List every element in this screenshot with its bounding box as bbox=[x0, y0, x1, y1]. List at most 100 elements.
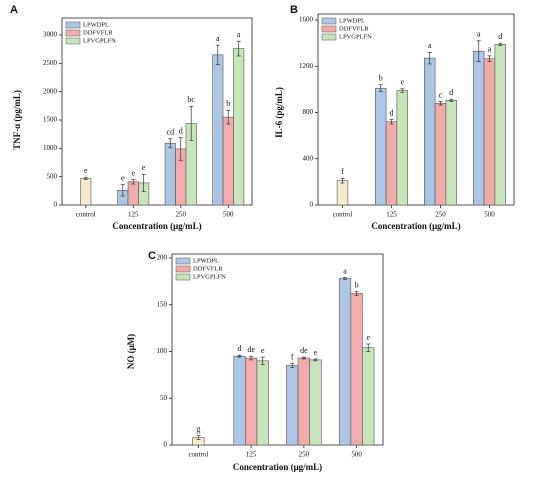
error-bar bbox=[427, 52, 432, 65]
error-bar bbox=[476, 40, 481, 62]
error-bar bbox=[83, 176, 88, 180]
plot-frame bbox=[61, 17, 253, 206]
legend-swatch bbox=[65, 37, 81, 45]
error-bar bbox=[189, 106, 194, 141]
significance-letter: f bbox=[341, 167, 344, 176]
error-bar bbox=[290, 363, 295, 368]
y-axis-label: TNF-α (pg/mL) bbox=[12, 90, 22, 150]
bar bbox=[336, 180, 349, 206]
significance-letter: c bbox=[439, 90, 443, 99]
x-tick-label: 500 bbox=[351, 451, 362, 459]
significance-letter: e bbox=[314, 348, 318, 357]
panel-label: A bbox=[10, 4, 18, 16]
legend-swatch bbox=[65, 21, 81, 29]
x-axis-label: Concentration (μg/mL) bbox=[233, 462, 322, 472]
significance-letter: e bbox=[400, 78, 404, 87]
error-bar bbox=[249, 355, 254, 361]
x-tick-label: control bbox=[188, 451, 208, 459]
bar bbox=[362, 347, 375, 446]
error-bar bbox=[400, 88, 405, 93]
error-bar bbox=[487, 55, 492, 62]
significance-letter: e bbox=[366, 333, 370, 342]
x-tick-label: 250 bbox=[299, 451, 310, 459]
significance-letter: b bbox=[226, 99, 230, 108]
y-tick-label: 0 bbox=[164, 441, 168, 449]
y-tick-label: 800 bbox=[303, 108, 314, 116]
bar bbox=[127, 181, 139, 206]
bar bbox=[164, 142, 176, 206]
bar bbox=[494, 43, 506, 206]
significance-letter: b bbox=[379, 74, 383, 83]
bar bbox=[434, 102, 447, 206]
bar bbox=[338, 278, 352, 446]
bar bbox=[424, 57, 436, 206]
legend-label: DDFVFLR bbox=[193, 265, 223, 272]
bar bbox=[385, 121, 398, 206]
error-bar bbox=[226, 110, 231, 125]
error-bar bbox=[260, 356, 265, 365]
legend-label: LPVGPLFN bbox=[339, 33, 372, 40]
x-axis-label: Concentration (μg/mL) bbox=[112, 221, 201, 231]
legend-swatch bbox=[321, 17, 337, 25]
error-bar bbox=[168, 138, 173, 149]
error-bar bbox=[340, 178, 345, 184]
bar bbox=[222, 116, 234, 206]
significance-letter: a bbox=[488, 45, 492, 54]
bar bbox=[350, 293, 363, 446]
bar bbox=[396, 90, 408, 206]
legend-swatch bbox=[65, 29, 81, 37]
x-tick-label: 125 bbox=[128, 211, 139, 219]
y-tick-label: 2000 bbox=[43, 87, 58, 95]
legend-label: DDFVFLR bbox=[339, 25, 369, 32]
y-tick-label: 3000 bbox=[43, 31, 58, 39]
error-bar bbox=[438, 101, 443, 106]
legend-swatch bbox=[321, 25, 337, 33]
x-tick-label: 125 bbox=[246, 451, 257, 459]
significance-letter: a bbox=[477, 30, 481, 39]
error-bar bbox=[236, 40, 241, 57]
y-tick-label: 1500 bbox=[43, 116, 58, 124]
legend-label: LPWDPL bbox=[193, 257, 219, 264]
x-tick-label: 250 bbox=[435, 211, 446, 219]
legend-swatch bbox=[175, 257, 191, 265]
error-bar bbox=[378, 84, 383, 93]
bar bbox=[297, 357, 310, 446]
bar bbox=[212, 54, 224, 206]
error-bar bbox=[301, 356, 306, 360]
significance-letter: a bbox=[237, 30, 241, 39]
y-tick-label: 150 bbox=[157, 300, 168, 308]
significance-letter: d bbox=[179, 126, 183, 135]
legend-label: LPVGPLFN bbox=[193, 273, 226, 280]
error-bar bbox=[354, 291, 359, 296]
legend-label: LPWDPL bbox=[83, 21, 109, 28]
error-bar bbox=[498, 42, 503, 46]
y-tick-label: 200 bbox=[157, 254, 168, 262]
error-bar bbox=[237, 354, 242, 358]
error-bar bbox=[178, 137, 183, 161]
legend-label: LPVGPLFN bbox=[83, 37, 116, 44]
x-tick-label: control bbox=[76, 211, 96, 219]
y-tick-label: 0 bbox=[54, 201, 58, 209]
significance-letter: de bbox=[300, 346, 308, 355]
error-bar bbox=[120, 184, 125, 197]
significance-letter: b bbox=[355, 280, 359, 289]
significance-letter: a bbox=[216, 34, 220, 43]
y-tick-label: 2500 bbox=[43, 59, 58, 67]
significance-letter: a bbox=[428, 41, 432, 50]
x-tick-label: control bbox=[333, 211, 353, 219]
significance-letter: e bbox=[142, 163, 146, 172]
error-bar bbox=[366, 343, 371, 352]
significance-letter: d bbox=[238, 344, 242, 353]
y-tick-label: 50 bbox=[160, 394, 168, 402]
y-tick-label: 1200 bbox=[299, 62, 314, 70]
significance-letter: e bbox=[131, 168, 135, 177]
panel-label: B bbox=[290, 4, 298, 16]
bar bbox=[286, 365, 299, 446]
y-tick-label: 1000 bbox=[43, 144, 58, 152]
bar bbox=[445, 100, 457, 206]
bar bbox=[473, 50, 485, 206]
y-tick-label: 0 bbox=[310, 201, 314, 209]
significance-letter: g bbox=[196, 424, 200, 433]
plot-frame bbox=[171, 253, 384, 446]
